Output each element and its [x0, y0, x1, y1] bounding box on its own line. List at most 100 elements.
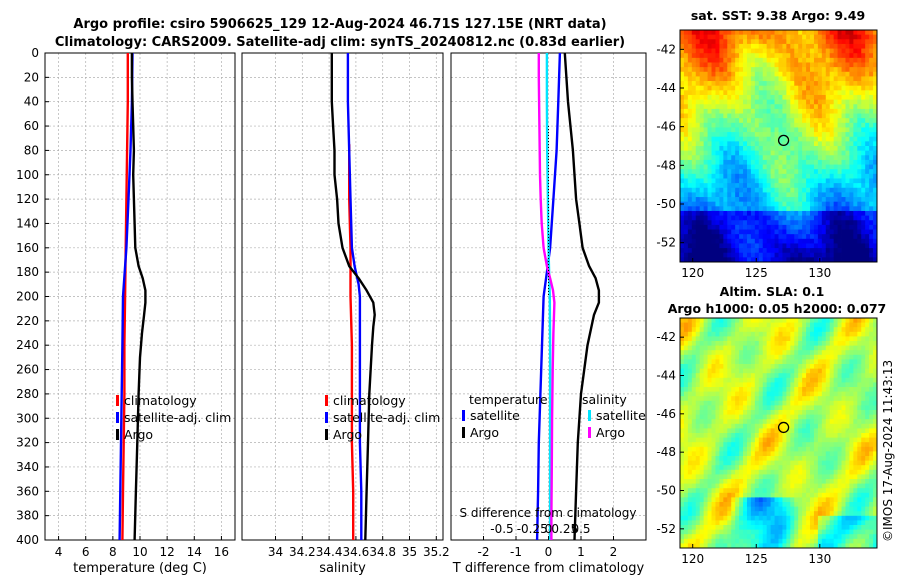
heatmap-cell — [766, 359, 772, 365]
heatmap-cell — [766, 391, 772, 397]
heatmap-cell — [825, 118, 831, 124]
heatmap-cell — [853, 48, 858, 54]
legend-entry: climatology — [124, 393, 197, 408]
heatmap-cell — [731, 248, 736, 254]
heatmap-cell — [758, 118, 764, 124]
heatmap-cell — [735, 178, 740, 184]
heatmap-cell — [790, 220, 795, 226]
heatmap-cell — [865, 159, 870, 165]
heatmap-cell — [857, 183, 862, 189]
heatmap-cell — [774, 391, 779, 397]
heatmap-cell — [739, 400, 744, 406]
heatmap-cell — [829, 433, 835, 438]
heatmap-cell — [723, 122, 728, 128]
heatmap-cell — [695, 187, 701, 193]
legend-swatch — [116, 395, 119, 406]
heatmap-cell — [865, 150, 870, 156]
heatmap-cell — [707, 318, 712, 323]
heatmap-cell — [829, 350, 835, 356]
heatmap-cell — [743, 373, 748, 379]
heatmap-cell — [837, 534, 842, 540]
legend-swatch — [116, 429, 119, 440]
heatmap-cell — [829, 479, 835, 484]
heatmap-cell — [782, 99, 787, 105]
heatmap-cell — [786, 76, 791, 82]
heatmap-cell — [762, 492, 768, 498]
heatmap-cell — [707, 192, 712, 198]
heatmap-cell — [699, 132, 705, 138]
heatmap-cell — [739, 197, 744, 203]
heatmap-cell — [735, 118, 740, 124]
heatmap-cell — [703, 94, 708, 100]
heatmap-cell — [739, 364, 744, 369]
heatmap-cell — [861, 85, 866, 91]
heatmap-cell — [817, 67, 823, 73]
heatmap-cell — [743, 150, 748, 156]
heatmap-cell — [837, 238, 842, 244]
y-tick-label: 260 — [16, 363, 39, 377]
heatmap-cell — [853, 359, 858, 365]
heatmap-cell — [695, 502, 701, 507]
heatmap-cell — [699, 257, 705, 263]
heatmap-cell — [833, 520, 838, 526]
heatmap-cell — [825, 437, 831, 443]
heatmap-cell — [727, 173, 732, 179]
heatmap-cell — [727, 525, 732, 530]
heatmap-cell — [837, 479, 842, 484]
heatmap-cell — [703, 511, 708, 517]
heatmap-cell — [786, 336, 791, 342]
heatmap-cell — [810, 492, 815, 498]
heatmap-cell — [703, 341, 708, 346]
heatmap-cell — [794, 520, 799, 526]
heatmap-cell — [719, 502, 724, 507]
heatmap-cell — [746, 136, 752, 142]
heatmap-cell — [715, 39, 720, 45]
heatmap-cell — [727, 387, 732, 392]
heatmap-cell — [825, 141, 831, 147]
heatmap-cell — [865, 39, 870, 45]
heatmap-cell — [719, 146, 724, 152]
heatmap-cell — [774, 94, 779, 100]
heatmap-cell — [731, 238, 736, 244]
heatmap-cell — [711, 62, 716, 68]
heatmap-cell — [699, 238, 705, 244]
heatmap-cell — [813, 529, 819, 535]
heatmap-cell — [806, 410, 811, 415]
heatmap-cell — [695, 433, 701, 438]
heatmap-cell — [845, 474, 850, 480]
heatmap-cell — [841, 159, 846, 165]
heatmap-cell — [695, 405, 701, 411]
heatmap-cell — [758, 529, 764, 535]
heatmap-cell — [821, 391, 827, 397]
heatmap-cell — [845, 224, 850, 230]
heatmap-cell — [790, 428, 795, 434]
heatmap-cell — [837, 155, 842, 161]
heatmap-cell — [687, 414, 693, 420]
heatmap-cell — [758, 446, 764, 452]
heatmap-cell — [687, 155, 693, 161]
heatmap-cell — [762, 164, 768, 170]
heatmap-cell — [810, 34, 815, 40]
heatmap-cell — [746, 159, 752, 165]
heatmap-cell — [798, 382, 803, 388]
heatmap-cell — [865, 238, 870, 244]
heatmap-cell — [813, 341, 819, 346]
heatmap-cell — [829, 248, 835, 254]
heatmap-cell — [774, 469, 779, 475]
heatmap-cell — [813, 243, 819, 249]
heatmap-cell — [802, 159, 807, 165]
heatmap-cell — [865, 197, 870, 203]
heatmap-cell — [841, 469, 846, 475]
heatmap-cell — [691, 210, 697, 216]
heatmap-cell — [829, 410, 835, 415]
heatmap-cell — [790, 497, 795, 503]
heatmap-cell — [723, 234, 728, 240]
map-y-tick-label: -46 — [656, 120, 676, 134]
heatmap-cell — [746, 201, 752, 207]
heatmap-cell — [853, 322, 858, 328]
heatmap-cell — [739, 76, 744, 82]
heatmap-cell — [731, 502, 736, 507]
heatmap-cell — [731, 382, 736, 388]
heatmap-cell — [762, 53, 768, 59]
heatmap-cell — [794, 511, 799, 517]
